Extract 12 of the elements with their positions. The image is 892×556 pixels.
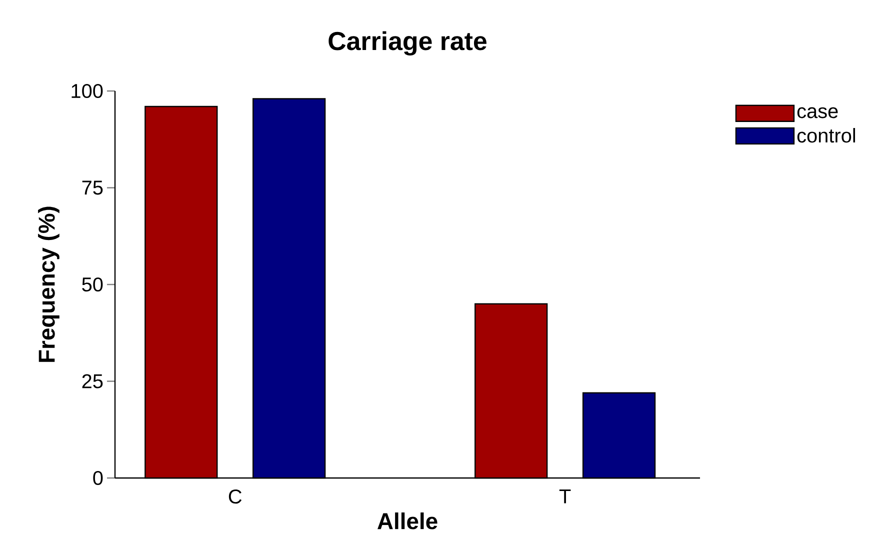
y-tick-label: 75 bbox=[82, 180, 103, 195]
y-tick-label: 0 bbox=[93, 470, 103, 486]
y-tick-label: 50 bbox=[82, 277, 103, 292]
y-axis-title: Frequency (%) bbox=[38, 206, 60, 362]
legend-label: control bbox=[797, 128, 856, 143]
x-axis-title: Allele bbox=[378, 512, 438, 530]
x-tick-label: C bbox=[228, 490, 242, 504]
x-tick-label: T bbox=[559, 490, 571, 504]
chart-title: Carriage rate bbox=[328, 31, 486, 56]
y-tick-label: 100 bbox=[72, 84, 103, 98]
y-tick-label: 25 bbox=[82, 374, 103, 388]
legend-label: case bbox=[797, 107, 838, 118]
